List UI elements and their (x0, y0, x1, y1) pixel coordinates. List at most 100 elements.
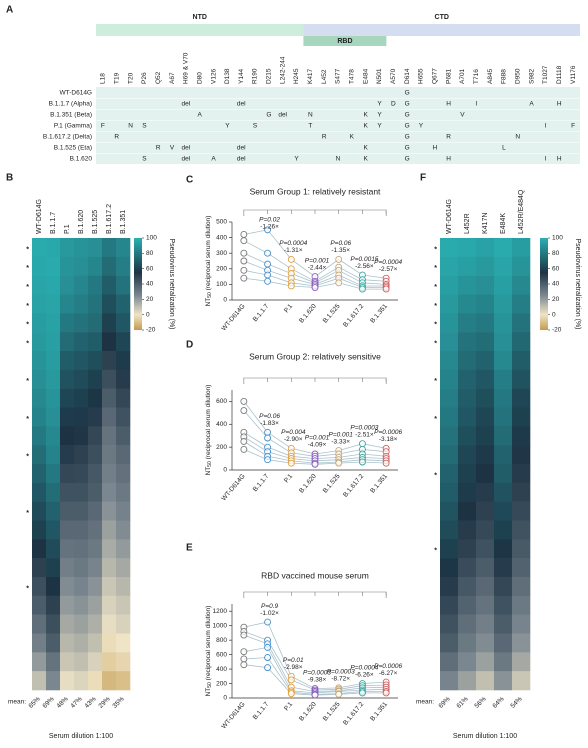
panel-letter: A (6, 5, 13, 16)
heatmap-cell (102, 256, 117, 276)
colorbar-tick-label: 80 (146, 250, 154, 257)
heatmap-cell (60, 369, 75, 389)
mutation-cell: K (363, 145, 368, 152)
heatmap-cell (116, 671, 131, 691)
heatmap-cell (440, 652, 459, 672)
y-label-sub: 50 (207, 292, 213, 298)
panel-letter: F (420, 173, 426, 184)
mutation-table-bg (96, 87, 580, 164)
heatmap-cell (494, 633, 513, 653)
heatmap-cell (458, 407, 477, 427)
heatmap-cell (440, 407, 459, 427)
position-label: A67 (169, 72, 176, 84)
heatmap-cell (458, 652, 477, 672)
heatmap-cell (458, 671, 477, 691)
heatmap-cell (32, 595, 47, 615)
significance-star: * (26, 246, 29, 253)
heatmap-cell (32, 671, 47, 691)
heatmap-cell (46, 445, 61, 465)
p-value: P=0.02 (259, 217, 280, 224)
variant-label: B.1.620 (70, 156, 93, 163)
heatmap-cell (32, 256, 47, 276)
heatmap-cell (60, 671, 75, 691)
heatmap-cell (32, 388, 47, 408)
serum-point (264, 260, 272, 268)
heatmap-cell (46, 426, 61, 446)
heatmap-cell (74, 426, 89, 446)
significance-star: * (434, 378, 437, 385)
heatmap-cell (74, 351, 89, 371)
colorbar-tick-label: 0 (552, 311, 556, 318)
heatmap-cell (46, 558, 61, 578)
position-label: V1176 (570, 65, 577, 84)
heatmap-cell (88, 482, 103, 502)
mutation-cell: K (363, 156, 368, 163)
heatmap-cell (116, 426, 131, 446)
heatmap-cell (116, 332, 131, 352)
colorbar-tick-label: 60 (552, 265, 560, 272)
heatmap-cell (74, 558, 89, 578)
heatmap-cell (512, 313, 531, 333)
p-value: P=0.001 (305, 257, 330, 264)
mutation-cell: del (237, 156, 246, 163)
mutation-cell: H (557, 156, 562, 163)
heatmap-cell (476, 369, 495, 389)
serum-point (240, 437, 248, 445)
serum-point (264, 434, 272, 442)
heatmap-cell (102, 614, 117, 634)
heatmap-cell (60, 275, 75, 295)
heatmap-cell (440, 577, 459, 597)
variant-label: P.1 (Gamma) (54, 123, 92, 130)
fold-change: -8.72× (331, 676, 350, 683)
variant-label: B.1.1.7 (Alpha) (49, 101, 92, 108)
fold-change: -9.38× (308, 676, 327, 683)
domain-band (96, 24, 304, 36)
fold-change: -3.33× (331, 438, 350, 445)
heatmap-cell (102, 313, 117, 333)
heatmap-cell (116, 294, 131, 314)
fold-change: -6.26× (355, 671, 374, 678)
heatmap-cell (60, 464, 75, 484)
mutation-cell: I (475, 101, 477, 108)
serum-point (240, 266, 248, 274)
serum-point (358, 285, 366, 293)
p-value: P=0.0004 (374, 259, 402, 266)
heatmap-cell (476, 501, 495, 521)
heatmap-cell (512, 671, 531, 691)
heatmap-cell (512, 501, 531, 521)
heatmap-cell (476, 388, 495, 408)
heatmap-cell (494, 577, 513, 597)
heatmap-cell (88, 256, 103, 276)
p-value: P=0.001 (329, 431, 354, 438)
y-tick-label: 100 (216, 281, 227, 288)
significance-star: * (434, 548, 437, 555)
position-label: T19 (113, 72, 120, 84)
p-value: P=0.004 (281, 429, 306, 436)
heatmap-cell (458, 464, 477, 484)
variant-label: B.1.617.2 (Delta) (43, 134, 92, 141)
serum-point (240, 231, 248, 238)
heatmap-cell (476, 313, 495, 333)
heatmap-cell (512, 520, 531, 540)
heatmap-cell (88, 388, 103, 408)
heatmap-cell (88, 464, 103, 484)
domain-label: RBD (337, 38, 352, 45)
heatmap-cell (32, 633, 47, 653)
mutation-cell: G (405, 112, 410, 119)
heatmap-cell (88, 652, 103, 672)
fold-change: -1.83× (260, 420, 279, 427)
heatmap-cell (74, 652, 89, 672)
heatmap-cell (440, 520, 459, 540)
heatmap-cell (440, 482, 459, 502)
p-value: P=0.0004 (350, 664, 378, 671)
mutation-cell: F (571, 123, 575, 130)
mutation-cell: H (432, 145, 437, 152)
position-label: H69 & V70 (183, 52, 190, 84)
mutation-cell: V (170, 145, 175, 152)
heatmap-cell (512, 407, 531, 427)
significance-star: * (26, 416, 29, 423)
position-label: R190 (252, 68, 259, 84)
heatmap-cell (116, 313, 131, 333)
position-label: Q52 (155, 71, 162, 84)
heatmap-cell (46, 388, 61, 408)
